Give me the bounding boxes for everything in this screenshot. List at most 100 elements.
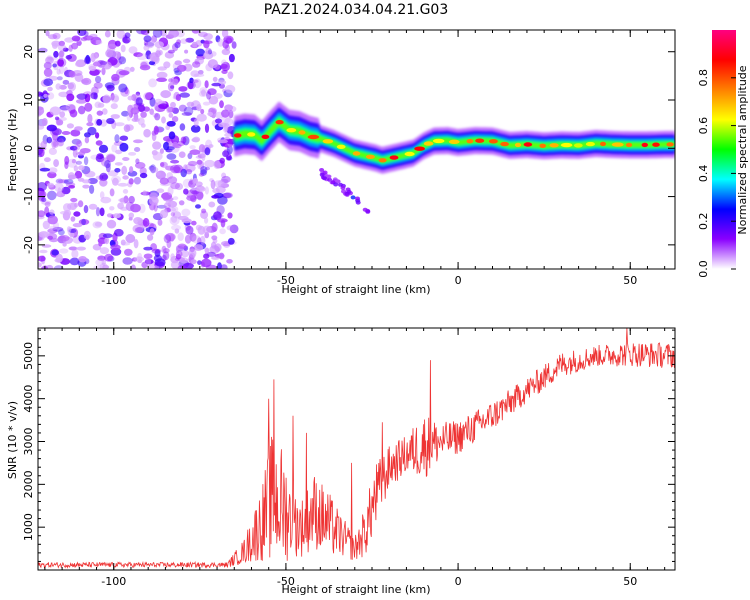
noise-cell — [185, 225, 194, 235]
noise-cell — [212, 76, 218, 82]
noise-cell — [71, 159, 76, 164]
noise-cell — [42, 220, 50, 230]
noise-cell — [191, 220, 197, 226]
x-tick-label: 0 — [455, 274, 462, 287]
noise-cell — [48, 225, 58, 231]
noise-cell — [195, 48, 206, 57]
ridge-peak-cell — [275, 120, 284, 125]
noise-cell — [57, 179, 69, 184]
noise-cell — [130, 107, 140, 115]
noise-cell — [156, 188, 165, 193]
y-tick-label: 3000 — [22, 428, 35, 456]
y-tick-label: 4000 — [22, 385, 35, 413]
noise-cell — [121, 165, 128, 175]
noise-cell — [196, 186, 206, 192]
noise-cell — [84, 170, 96, 178]
noise-cell — [122, 175, 129, 180]
noise-cell — [166, 239, 172, 249]
noise-cell — [201, 208, 207, 214]
noise-cell — [89, 33, 98, 39]
noise-cell — [140, 30, 150, 36]
noise-cell — [166, 120, 176, 127]
noise-cell — [92, 61, 101, 67]
noise-cell — [170, 159, 180, 164]
noise-cell — [76, 93, 88, 100]
noise-cell — [170, 182, 181, 190]
noise-cell — [63, 179, 74, 185]
noise-cell — [148, 60, 156, 66]
noise-cell — [65, 103, 76, 111]
noise-cell — [118, 56, 127, 65]
noise-cell — [48, 167, 58, 174]
y-tick-label: -20 — [22, 236, 35, 254]
noise-cell — [92, 53, 99, 60]
noise-cell — [152, 30, 163, 38]
noise-cell — [99, 172, 108, 182]
noise-cell — [114, 122, 125, 127]
noise-cell — [175, 250, 183, 259]
noise-cell — [163, 196, 174, 202]
noise-cell — [45, 56, 54, 65]
noise-cell — [211, 82, 222, 87]
noise-cell — [73, 165, 79, 172]
noise-cell — [152, 112, 159, 118]
noise-cell — [143, 246, 153, 251]
noise-cell — [196, 104, 202, 112]
noise-cell — [193, 118, 199, 127]
noise-cell — [133, 176, 141, 185]
noise-cell — [186, 80, 196, 90]
noise-cell — [171, 215, 178, 223]
noise-cell — [106, 219, 117, 229]
noise-cell — [200, 235, 206, 245]
noise-cell — [161, 116, 166, 124]
colorbar-tick-label: 0.2 — [697, 212, 710, 230]
noise-cell — [94, 101, 102, 109]
x-tick-label: -100 — [101, 575, 126, 588]
noise-cell — [174, 60, 182, 66]
noise-cell — [162, 248, 170, 254]
noise-cell — [99, 207, 105, 217]
secondary-feature-cell — [333, 182, 339, 187]
noise-cell — [69, 246, 77, 251]
noise-cell — [64, 155, 70, 165]
noise-cell — [207, 111, 214, 117]
noise-cell — [225, 156, 233, 161]
noise-cell — [98, 174, 104, 181]
noise-cell — [63, 203, 72, 212]
noise-cell — [198, 31, 208, 38]
noise-cell — [151, 55, 160, 63]
noise-cell — [191, 235, 201, 244]
ridge-peak-cell — [365, 154, 375, 159]
noise-cell — [196, 57, 205, 65]
noise-cell — [211, 235, 218, 241]
ridge-peak-cell — [247, 132, 256, 137]
noise-cell — [213, 211, 222, 221]
noise-cell — [129, 166, 134, 173]
noise-cell — [156, 204, 167, 209]
noise-cell — [88, 65, 97, 72]
ridge-peak-cell — [336, 144, 346, 149]
noise-cell — [95, 207, 101, 217]
noise-cell — [221, 172, 227, 179]
noise-cell — [181, 112, 192, 116]
noise-cell — [177, 243, 187, 249]
noise-cell — [87, 113, 93, 124]
noise-cell — [47, 215, 58, 225]
noise-cell — [172, 62, 178, 70]
noise-cell — [43, 93, 48, 98]
ridge-peak-cell — [298, 130, 306, 135]
noise-cell — [178, 86, 188, 92]
noise-cell — [198, 70, 204, 75]
noise-cell — [40, 140, 47, 149]
noise-cell — [113, 228, 124, 237]
heatmap-cells — [38, 30, 675, 269]
noise-cell — [147, 222, 154, 229]
noise-cell — [120, 44, 126, 53]
noise-cell — [177, 232, 184, 241]
noise-cell — [47, 92, 55, 100]
noise-cell — [133, 256, 145, 262]
ridge-peak-cell — [585, 141, 595, 147]
noise-cell — [135, 97, 143, 106]
noise-cell — [222, 150, 230, 158]
noise-cell — [98, 144, 109, 153]
